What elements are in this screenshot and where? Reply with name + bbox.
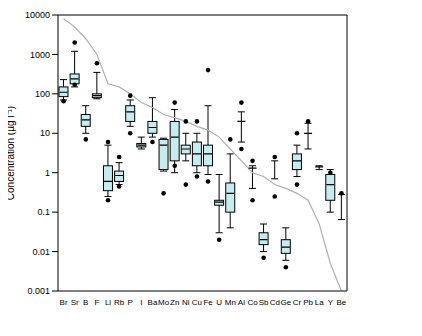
svg-text:Mn: Mn	[225, 298, 236, 307]
svg-text:Sr: Sr	[71, 298, 79, 307]
svg-text:Cr: Cr	[293, 298, 302, 307]
svg-text:B: B	[83, 298, 88, 307]
svg-text:La: La	[315, 298, 324, 307]
svg-text:Al: Al	[238, 298, 245, 307]
svg-text:Br: Br	[60, 298, 68, 307]
svg-text:Pb: Pb	[303, 298, 313, 307]
svg-text:Ba: Ba	[148, 298, 158, 307]
svg-text:Cd: Cd	[270, 298, 280, 307]
svg-text:Fe: Fe	[203, 298, 213, 307]
svg-text:U: U	[216, 298, 222, 307]
svg-text:Concentration (µg l⁻¹): Concentration (µg l⁻¹)	[8, 106, 16, 200]
svg-text:10000: 10000	[25, 10, 50, 20]
svg-text:1: 1	[45, 168, 50, 178]
svg-text:Mo: Mo	[158, 298, 170, 307]
svg-text:Co: Co	[247, 298, 258, 307]
svg-text:Cu: Cu	[192, 298, 202, 307]
svg-text:Ni: Ni	[182, 298, 190, 307]
svg-text:F: F	[94, 298, 99, 307]
svg-text:Sb: Sb	[259, 298, 269, 307]
svg-text:0.1: 0.1	[37, 207, 50, 217]
svg-text:Rb: Rb	[114, 298, 125, 307]
svg-text:I: I	[140, 298, 142, 307]
svg-text:Li: Li	[105, 298, 111, 307]
svg-text:P: P	[128, 298, 133, 307]
svg-text:Be: Be	[337, 298, 347, 307]
svg-text:0.001: 0.001	[27, 286, 50, 296]
svg-text:100: 100	[35, 89, 50, 99]
svg-text:Y: Y	[328, 298, 334, 307]
svg-text:Zn: Zn	[170, 298, 179, 307]
svg-text:1000: 1000	[30, 50, 50, 60]
svg-text:Ge: Ge	[281, 298, 292, 307]
svg-text:10: 10	[40, 128, 50, 138]
svg-text:0.01: 0.01	[32, 247, 50, 257]
